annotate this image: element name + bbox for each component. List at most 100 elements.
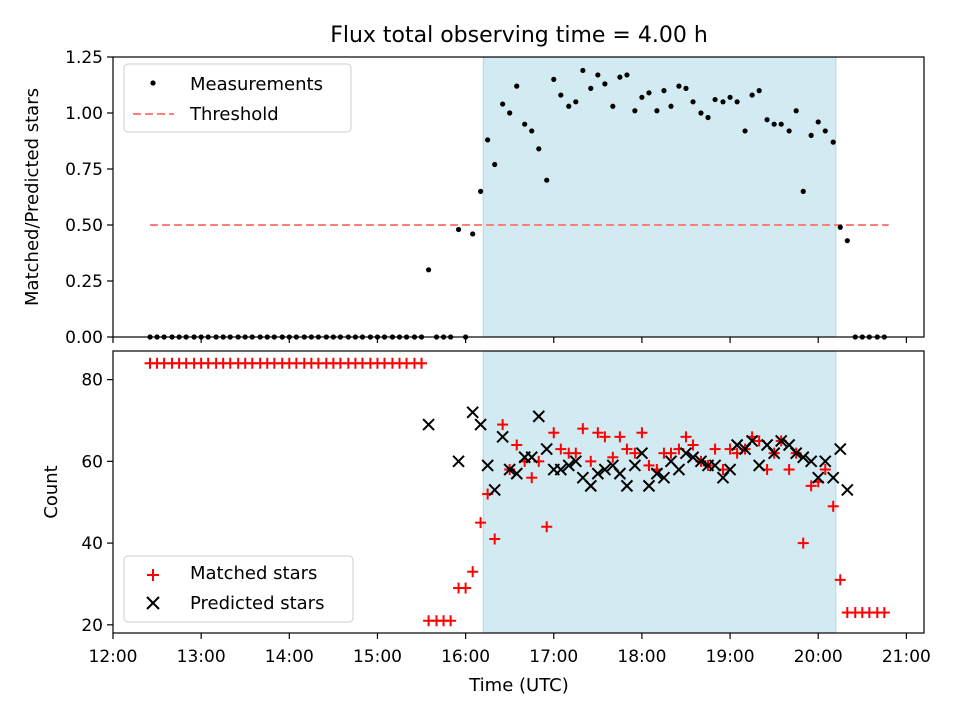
bottom-xtick-label: 19:00 bbox=[706, 647, 755, 667]
predicted-marker-b bbox=[672, 463, 686, 476]
predicted-star-marker bbox=[532, 410, 545, 423]
measurement-point bbox=[580, 67, 586, 74]
matched-star-marker bbox=[445, 615, 457, 627]
legend-predicted-marker bbox=[146, 596, 160, 610]
measurement-point bbox=[844, 238, 850, 244]
bottom-axes-frame bbox=[112, 350, 925, 634]
measurement-point bbox=[698, 110, 704, 116]
top-y-axis-label: Matched/Predicted stars bbox=[22, 88, 43, 306]
matched-star-marker bbox=[805, 480, 817, 492]
top-ytick-label: 0.50 bbox=[65, 216, 103, 236]
top-ytick-label: 0.75 bbox=[65, 160, 103, 180]
predicted-marker-b bbox=[466, 406, 479, 419]
predicted-marker-b bbox=[679, 446, 693, 460]
top-panel: 0.00 0.25 0.50 0.75 1.00 1.25 Matched/Predict… bbox=[22, 48, 925, 348]
bottom-xtick-label: 16:00 bbox=[441, 647, 490, 667]
measurement-point bbox=[573, 99, 579, 105]
predicted-star-marker bbox=[628, 459, 642, 472]
predicted-star-marker bbox=[496, 430, 509, 444]
predicted-star-marker bbox=[723, 463, 737, 476]
measurement-point bbox=[551, 76, 557, 82]
matched-star-marker bbox=[555, 443, 567, 455]
top-ytick-label: 1.00 bbox=[65, 104, 103, 124]
top-axes-frame bbox=[112, 56, 925, 338]
legend-measurements-label: Measurements bbox=[190, 74, 323, 95]
predicted-star-marker bbox=[510, 467, 523, 480]
matched-star-marker bbox=[497, 419, 509, 431]
top-axis-ticks: 0.00 0.25 0.50 0.75 1.00 1.25 bbox=[65, 48, 907, 348]
predicted-marker-b bbox=[789, 446, 803, 460]
matched-star-marker bbox=[878, 607, 890, 619]
chart-title: Flux total observing time = 4.00 h bbox=[330, 23, 708, 48]
predicted-star-marker bbox=[812, 471, 825, 484]
predicted-marker-b bbox=[635, 446, 649, 460]
predicted-marker-b bbox=[532, 410, 545, 423]
measurement-point bbox=[749, 92, 755, 98]
predicted-star-marker bbox=[834, 442, 847, 456]
predicted-star-marker bbox=[672, 463, 686, 476]
predicted-marker-b bbox=[819, 455, 832, 468]
measurement-point bbox=[778, 121, 784, 127]
bottom-y-axis-label: Count bbox=[41, 465, 62, 518]
matched-star-marker bbox=[548, 427, 560, 439]
predicted-star-marker bbox=[650, 467, 664, 480]
matched-star-marker bbox=[819, 464, 831, 476]
measurement-point bbox=[764, 117, 770, 123]
matched-star-marker bbox=[541, 521, 553, 533]
predicted-marker-b bbox=[708, 459, 722, 472]
measurement-point bbox=[588, 85, 594, 91]
predicted-star-marker bbox=[474, 418, 487, 431]
predicted-marker-b bbox=[760, 438, 774, 452]
predicted-star-marker bbox=[679, 446, 693, 460]
top-ytick-label: 0.25 bbox=[65, 272, 103, 292]
predicted-star-marker bbox=[525, 451, 538, 464]
predicted-marker-b bbox=[767, 446, 781, 460]
measurement-point bbox=[661, 88, 667, 94]
predicted-marker-b bbox=[745, 434, 759, 448]
predicted-star-marker bbox=[642, 479, 656, 493]
measurement-point bbox=[558, 92, 564, 98]
measurement-point bbox=[756, 88, 762, 94]
predicted-star-marker bbox=[540, 442, 553, 456]
predicted-star-marker bbox=[767, 446, 781, 460]
bottom-xtick-label: 12:00 bbox=[89, 647, 138, 667]
predicted-star-marker bbox=[481, 459, 494, 472]
predicted-marker-b bbox=[841, 483, 854, 497]
measurement-point bbox=[683, 85, 689, 91]
matched-star-marker bbox=[607, 451, 619, 463]
matched-star-marker bbox=[475, 517, 487, 529]
measurement-point bbox=[492, 161, 498, 168]
predicted-marker-b bbox=[613, 467, 627, 480]
measurement-point bbox=[720, 99, 726, 105]
x-axis-label: Time (UTC) bbox=[468, 675, 569, 696]
matched-star-marker bbox=[585, 455, 597, 467]
measurement-point bbox=[830, 139, 836, 145]
measurement-point bbox=[690, 99, 696, 105]
predicted-star-marker bbox=[819, 455, 832, 468]
predicted-marker-b bbox=[628, 459, 642, 472]
matched-star-marker bbox=[783, 464, 795, 476]
bottom-ytick-label: 40 bbox=[81, 534, 103, 554]
measurement-point bbox=[668, 103, 674, 109]
predicted-marker-b bbox=[730, 438, 744, 452]
measurement-point bbox=[793, 108, 799, 114]
bottom-xtick-label: 17:00 bbox=[529, 647, 578, 667]
predicted-marker-b bbox=[782, 438, 796, 452]
matched-star-marker bbox=[643, 459, 655, 471]
predicted-marker-b bbox=[723, 463, 737, 476]
bottom-xtick-label: 18:00 bbox=[617, 647, 666, 667]
top-legend: Measurements Threshold bbox=[123, 63, 352, 133]
predicted-star-marker bbox=[635, 446, 649, 460]
measurement-point bbox=[654, 108, 660, 114]
measurement-point bbox=[632, 108, 638, 114]
matched-star-marker bbox=[614, 431, 626, 443]
predicted-star-marker bbox=[774, 434, 788, 448]
measurement-point bbox=[522, 121, 528, 127]
predicted-marker-b bbox=[620, 479, 634, 493]
measurement-point bbox=[544, 177, 550, 183]
measurement-point bbox=[742, 128, 748, 134]
measurement-point bbox=[610, 103, 616, 109]
predicted-marker-b bbox=[606, 459, 620, 472]
measurement-point bbox=[485, 137, 491, 143]
bottom-xtick-label: 14:00 bbox=[265, 647, 314, 667]
